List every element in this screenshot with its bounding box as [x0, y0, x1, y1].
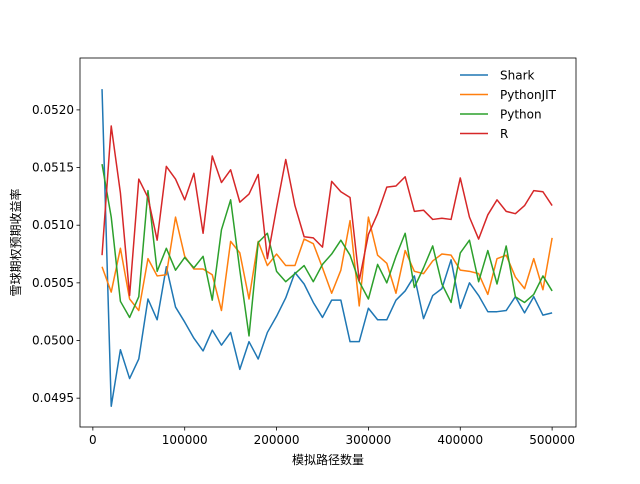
- x-tick-label: 100000: [162, 433, 208, 447]
- legend-label-shark: Shark: [500, 69, 535, 83]
- x-tick-label: 300000: [346, 433, 392, 447]
- series-line-python: [101, 163, 553, 337]
- x-axis-title: 模拟路径数量: [292, 452, 364, 467]
- y-axis-title: 雪球期权预期收益率: [8, 188, 23, 296]
- y-tick-label: 0.0505: [32, 276, 74, 290]
- series-line-shark: [101, 89, 553, 407]
- plot-area-frame: [79, 57, 577, 428]
- legend-label-r: R: [500, 127, 508, 141]
- y-axis: 0.0495 0.0500 0.0505 0.0510 0.0515 0.0520: [32, 103, 80, 405]
- series-line-r: [101, 125, 553, 297]
- legend: Shark PythonJIT Python R: [460, 69, 557, 141]
- y-tick-label: 0.0520: [32, 103, 74, 117]
- x-tick-label: 500000: [529, 433, 575, 447]
- x-tick-label: 0: [89, 433, 97, 447]
- y-tick-label: 0.0495: [32, 391, 74, 405]
- y-tick-label: 0.0500: [32, 334, 74, 348]
- y-tick-label: 0.0510: [32, 218, 74, 232]
- x-tick-label: 200000: [254, 433, 300, 447]
- x-axis: 0 100000 200000 300000 400000 500000: [89, 427, 575, 447]
- legend-label-python: Python: [500, 108, 542, 122]
- x-tick-label: 400000: [437, 433, 483, 447]
- series-layer: [101, 89, 553, 407]
- legend-label-pythonjit: PythonJIT: [500, 88, 557, 102]
- y-tick-label: 0.0515: [32, 161, 74, 175]
